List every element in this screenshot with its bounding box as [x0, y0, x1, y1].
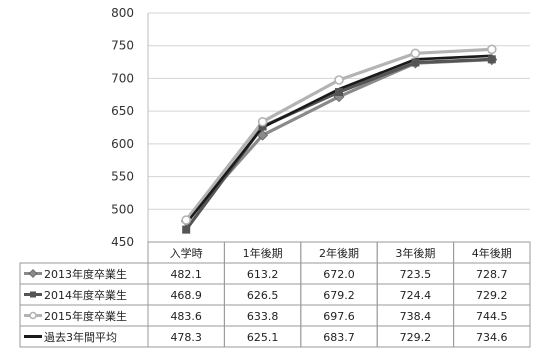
- data-point-s3-2: [257, 116, 268, 127]
- table-value: 729.2: [400, 331, 432, 344]
- y-tick-label: 500: [111, 202, 134, 216]
- y-axis: 450 500 550 600 650 700 750 800: [111, 6, 149, 249]
- y-tick-label: 450: [111, 235, 134, 249]
- legend-entry: 2014年度卒業生: [44, 288, 127, 302]
- table-value: 744.5: [476, 310, 508, 323]
- y-tick-label: 600: [111, 137, 134, 151]
- table-value: 482.1: [170, 268, 202, 281]
- data-point-s3-5: [486, 44, 497, 55]
- table-value: 625.1: [247, 331, 279, 344]
- series-markers: [180, 44, 498, 234]
- table-value: 672.0: [323, 268, 355, 281]
- legend-swatch-marker: [29, 311, 37, 320]
- x-category-label: 1年後期: [243, 246, 283, 260]
- y-tick-label: 750: [111, 39, 134, 53]
- data-point-s1-2: [257, 129, 269, 141]
- table-value: 734.6: [476, 331, 508, 344]
- x-category-label: 2年後期: [319, 246, 359, 260]
- x-category-label: 入学時: [170, 246, 203, 260]
- legend-entry: 過去3年間平均: [44, 330, 117, 344]
- data-point-s3-4: [410, 48, 421, 59]
- y-tick-label: 550: [111, 170, 134, 184]
- table-value: 613.2: [247, 268, 279, 281]
- data-point-s2-5: [487, 55, 496, 64]
- y-tick-label: 700: [111, 71, 134, 85]
- y-tick-label: 650: [111, 104, 134, 118]
- table-value: 468.9: [170, 289, 202, 302]
- y-tick-label: 800: [111, 6, 134, 20]
- table-value: 633.8: [247, 310, 279, 323]
- legend-entry: 2013年度卒業生: [44, 267, 127, 281]
- data-point-s2-1: [182, 225, 191, 234]
- table-value: 728.7: [476, 268, 508, 281]
- table-value: 626.5: [247, 289, 279, 302]
- table-value: 723.5: [400, 268, 432, 281]
- table-value: 724.4: [400, 289, 432, 302]
- x-category-label: 3年後期: [395, 246, 435, 260]
- table-value: 478.3: [170, 331, 202, 344]
- data-point-s3-3: [334, 75, 344, 85]
- data-table: 入学時 1年後期 2年後期 3年後期 4年後期 2013年度卒業生 482.1 613.2 67…: [19, 241, 531, 348]
- table-value: 697.6: [323, 310, 355, 323]
- legend-swatch-marker: [28, 269, 38, 278]
- table-value: 738.4: [400, 310, 432, 323]
- data-point-s3-1: [181, 215, 191, 225]
- table-value: 483.6: [170, 310, 202, 323]
- x-category-label: 4年後期: [472, 246, 512, 260]
- data-point-s2-4: [411, 58, 420, 67]
- legend-swatch-marker: [30, 291, 36, 298]
- data-point-s2-3: [335, 88, 343, 97]
- table-value: 683.7: [323, 331, 355, 344]
- legend-entry: 2015年度卒業生: [44, 309, 127, 323]
- table-value: 679.2: [323, 289, 355, 302]
- table-value: 729.2: [476, 289, 508, 302]
- table-cell: [453, 325, 531, 348]
